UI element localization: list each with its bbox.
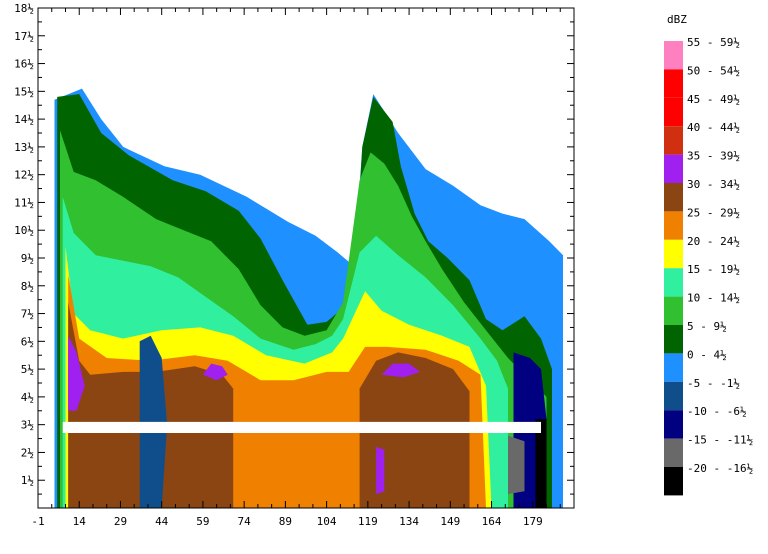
x-tick-label: 74 [238, 515, 252, 528]
y-tick-label: 8½ [21, 280, 34, 293]
legend-label: 30 - 34½ [687, 178, 740, 191]
x-tick-label: 89 [279, 515, 292, 528]
x-tick-label: 59 [196, 515, 209, 528]
y-tick-label: 2½ [21, 446, 34, 459]
y-tick-label: 16½ [14, 58, 34, 71]
legend-swatch [664, 325, 683, 354]
legend-swatch [664, 97, 683, 127]
legend-swatch [664, 69, 683, 98]
y-tick-label: 14½ [14, 113, 34, 126]
legend-label: 20 - 24½ [687, 235, 740, 248]
x-tick-label: 119 [358, 515, 378, 528]
x-tick-label: 104 [317, 515, 337, 528]
x-tick-label: -1 [31, 515, 44, 528]
legend-swatch [664, 239, 683, 269]
axes: -1 14 29 44 59 74 89 104 119 134 149 164 179 1½ 2½ 3½ 4½… [14, 2, 575, 528]
legend-swatch [664, 381, 683, 411]
x-tick-label: 29 [114, 515, 127, 528]
legend-swatch [664, 268, 683, 297]
legend-label: 5 - 9½ [687, 320, 727, 333]
y-tick-label: 18½ [14, 2, 34, 15]
reflectivity-region-14 [508, 435, 525, 495]
reflectivity-region-9 [202, 363, 228, 381]
x-tick-label: 14 [73, 515, 87, 528]
legend-label: -10 - -6½ [687, 405, 747, 418]
x-tick-label: 44 [155, 515, 169, 528]
legend-label: -5 - -1½ [687, 377, 740, 390]
legend-swatch [664, 467, 683, 496]
y-tick-label: 12½ [14, 169, 34, 182]
legend-label: 40 - 44½ [687, 121, 740, 134]
legend-swatch [664, 126, 683, 155]
legend-label: 15 - 19½ [687, 263, 740, 276]
plot-area [54, 88, 563, 508]
y-tick-label: 15½ [14, 85, 34, 98]
y-tick-label: 5½ [21, 363, 34, 376]
legend-title: dBZ [667, 13, 687, 26]
reflectivity-region-8 [68, 335, 85, 411]
y-tick-label: 6½ [21, 335, 34, 348]
reflectivity-region-10 [381, 363, 421, 378]
y-tick-label: 1½ [21, 474, 34, 487]
reflectivity-region-11 [376, 446, 385, 495]
legend-swatch [664, 41, 683, 70]
legend-label: 35 - 39½ [687, 150, 740, 163]
x-tick-label: 164 [482, 515, 502, 528]
x-tick-label: 179 [523, 515, 543, 528]
x-tick-label: 134 [399, 515, 419, 528]
y-tick-label: 9½ [21, 252, 34, 265]
y-tick-label: 13½ [14, 141, 34, 154]
legend-swatch [664, 410, 683, 439]
legend-label: -20 - -16½ [687, 462, 753, 475]
legend-swatch [664, 183, 683, 212]
legend-swatch [664, 211, 683, 240]
y-tick-label: 11½ [14, 196, 34, 209]
y-tick-label: 3½ [21, 419, 34, 432]
legend-label: 0 - 4½ [687, 348, 727, 361]
y-tick-label: 17½ [14, 30, 34, 43]
legend-swatch [664, 438, 683, 467]
legend-label: 50 - 54½ [687, 64, 740, 77]
legend-label: 55 - 59½ [687, 36, 740, 49]
legend-swatch [664, 296, 683, 325]
y-tick-label: 10½ [14, 224, 34, 237]
y-tick-label: 7½ [21, 308, 34, 321]
reflectivity-region-15 [535, 419, 547, 508]
x-tick-label: 149 [440, 515, 460, 528]
legend-swatch [664, 353, 683, 382]
legend-label: 45 - 49½ [687, 93, 740, 106]
y-tick-label: 4½ [21, 391, 34, 404]
legend-label: -15 - -11½ [687, 434, 753, 447]
legend-swatch [664, 154, 683, 183]
legend-label: 10 - 14½ [687, 292, 740, 305]
missing-data-band [62, 421, 542, 433]
legend-label: 25 - 29½ [687, 206, 740, 219]
